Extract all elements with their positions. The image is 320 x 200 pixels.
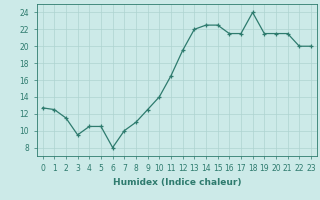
X-axis label: Humidex (Indice chaleur): Humidex (Indice chaleur) <box>113 178 241 187</box>
